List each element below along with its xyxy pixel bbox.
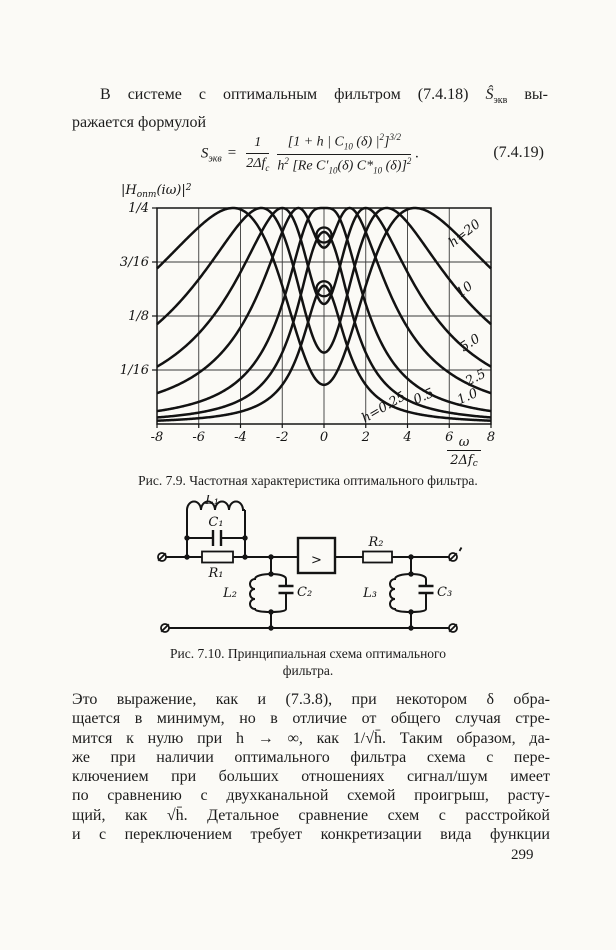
curve-2.5 <box>156 206 492 395</box>
label-C1: C₁ <box>208 515 223 530</box>
curve-10 <box>156 206 492 354</box>
input-terminal <box>157 552 167 562</box>
x-tick-label: -6 <box>192 430 205 445</box>
body-line: же при наличии оптимального фильтра схем… <box>72 748 550 766</box>
circuit-labels: L₁ C₁ R₁ > R₂ L₂ C₂ L₃ C₃ <box>204 495 452 601</box>
intro-line-1: В системе с оптимальным фильтром (7.4.18… <box>100 86 548 107</box>
x-tick-label: 8 <box>487 430 495 445</box>
x-tick-label: 2 <box>361 430 370 445</box>
curve-1.0 <box>156 206 492 413</box>
label-L1: L₁ <box>204 495 219 508</box>
label-R1: R₁ <box>208 566 224 581</box>
body-line: по сравнению с двухканальной схемой прои… <box>72 787 550 805</box>
inductor-L3-coil <box>389 573 412 613</box>
x-tick-label: 6 <box>445 430 453 445</box>
figure-7-9-caption: Рис. 7.9. Частотная характеристика оптим… <box>138 473 478 488</box>
curve-label: h=0.25 <box>359 389 408 426</box>
curve-5.0 <box>156 206 492 368</box>
curve-label: 5.0 <box>458 331 484 355</box>
inductor-L2-coil <box>249 573 272 613</box>
amplifier-box <box>296 536 337 575</box>
y-tick-label: 1/4 <box>128 201 149 216</box>
intro-paragraph: В системе с оптимальным фильтром (7.4.18… <box>72 84 548 134</box>
inductor-L1-coil <box>186 500 245 511</box>
capacitor-C1-plates <box>211 530 223 546</box>
y-tick-label: 3/16 <box>120 255 149 270</box>
x-axis-title-den: 2Δfс <box>449 453 478 469</box>
fraction-2: [1 + h | C10 (δ) |2]3/2 h2 [Re C′10(δ) C*… <box>277 131 412 175</box>
body-line: Это выражение, как и (7.3.8), при некото… <box>72 691 550 708</box>
output-terminal <box>448 552 458 562</box>
resistor-R2-box <box>362 550 393 564</box>
curve-label: 10 <box>454 279 476 301</box>
curve-h=20 <box>156 206 492 387</box>
capacitor-C3-plates <box>418 584 434 595</box>
terminals <box>157 547 463 633</box>
figure-7-10-caption: Рис. 7.10. Принципиальная схема оптималь… <box>60 645 556 679</box>
equation-7-4-19: Sэкв = 1 2Δfс [1 + h | C10 (δ) |2]3/2 h2 [Re … <box>72 128 548 180</box>
s-hat-symbol: Ŝ <box>485 86 494 103</box>
ground-terminal-right <box>448 623 458 633</box>
x-axis-title-num: ω <box>459 435 470 450</box>
body-line: и с переключением требует конкретизации … <box>72 826 550 844</box>
resistor-R1-box <box>201 550 234 564</box>
body-paragraph: Это выражение, как и (7.3.8), при некото… <box>72 690 550 844</box>
parallel-block-verticals <box>186 510 246 557</box>
ground-terminal-left <box>160 623 170 633</box>
frequency-response-chart: -8 -6 -4 -2 0 2 4 6 81/43/161/81/16h=20105.02.51… <box>120 183 495 469</box>
equation-number: (7.4.19) <box>493 144 544 161</box>
output-prime-mark <box>458 547 463 552</box>
junction-dots <box>184 535 414 631</box>
x-tick-label: -4 <box>234 430 247 445</box>
equation-body: Sэкв = 1 2Δfс [1 + h | C10 (δ) |2]3/2 h2 [Re … <box>200 131 420 175</box>
body-line: щается в минимум, но в отличие от общего… <box>72 710 550 728</box>
label-L2: L₂ <box>222 586 237 601</box>
body-line: мится к нулю при h → ∞, как 1/√h̄. Таким… <box>72 729 550 747</box>
capacitor-C2-plates <box>278 584 294 595</box>
curve-label: 0.5 <box>411 386 436 408</box>
x-tick-label: -2 <box>276 430 289 445</box>
curve-0.5 <box>156 230 492 419</box>
curve-h=0.25 <box>156 284 492 422</box>
x-tick-label: 0 <box>320 430 328 445</box>
x-tick-label: -8 <box>151 430 164 445</box>
circuit-wires <box>157 500 463 633</box>
body-line: щий, как √h̄. Детальное сравнение схем с… <box>72 806 550 824</box>
circuit-diagram: L₁ C₁ R₁ > R₂ L₂ C₂ L₃ C₃ <box>157 495 463 633</box>
y-axis-title: |Hопт(iω)|2 <box>121 183 192 200</box>
label-C3: C₃ <box>437 585 452 600</box>
y-tick-label: 1/16 <box>120 363 149 378</box>
peak-marker <box>315 226 333 244</box>
x-tick-label: 4 <box>402 430 411 445</box>
intro-line-2: ражается формулой <box>72 114 207 132</box>
peak-marker <box>315 280 333 298</box>
amplifier-symbol: > <box>311 553 322 568</box>
fraction-1: 1 2Δfс <box>246 135 270 173</box>
figure-7-10-caption-line-2: фильтра. <box>282 663 334 678</box>
label-L3: L₃ <box>362 586 377 601</box>
label-R2: R₂ <box>368 535 384 550</box>
y-tick-label: 1/8 <box>128 309 149 324</box>
page-number: 299 <box>511 847 534 863</box>
body-line: ключением при больших отношениях сигнал/… <box>72 768 550 786</box>
figure-7-10-caption-line-1: Рис. 7.10. Принципиальная схема оптималь… <box>169 646 447 661</box>
label-C2: C₂ <box>297 585 312 600</box>
curve-label: 1.0 <box>455 386 480 408</box>
curve-label: h=20 <box>446 217 483 251</box>
